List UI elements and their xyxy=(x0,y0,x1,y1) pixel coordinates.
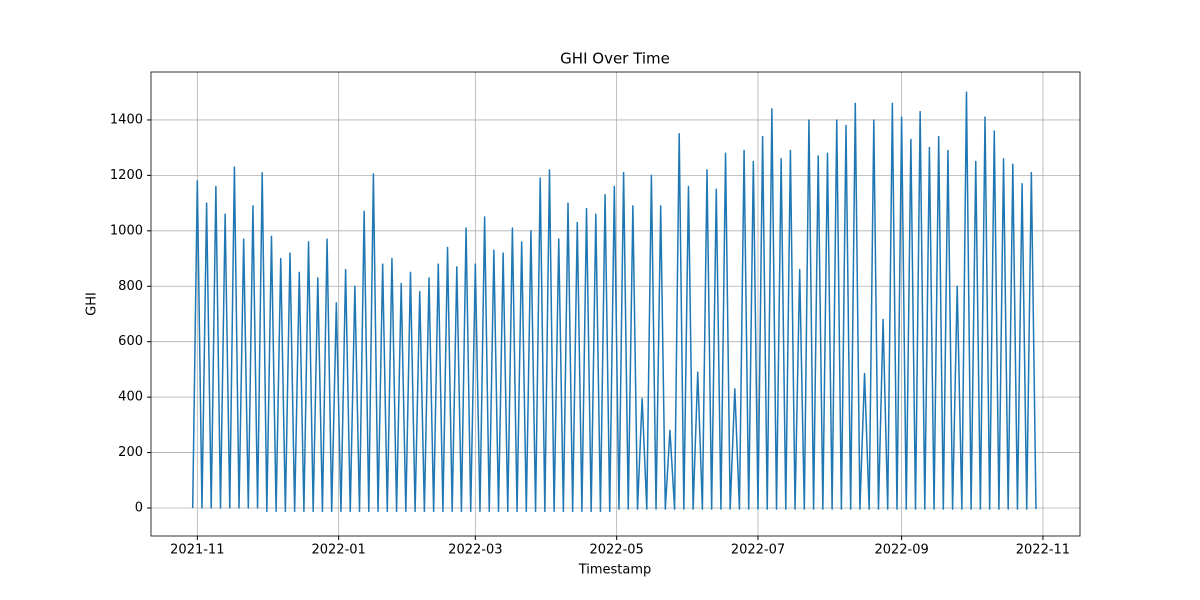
y-tick-label: 400 xyxy=(118,390,143,405)
x-tick-label: 2022-05 xyxy=(589,543,643,558)
y-tick-label: 1200 xyxy=(110,168,143,183)
x-tick-label: 2022-03 xyxy=(448,543,502,558)
x-tick-label: 2022-09 xyxy=(874,543,928,558)
x-tick-label: 2022-07 xyxy=(731,543,785,558)
chart-title: GHI Over Time xyxy=(560,50,670,68)
y-tick-label: 200 xyxy=(118,445,143,460)
y-tick-label: 600 xyxy=(118,334,143,349)
plot-frame xyxy=(150,71,1081,537)
data-line xyxy=(191,91,1037,513)
x-tick-label: 2021-11 xyxy=(170,543,224,558)
y-tick-label: 1000 xyxy=(110,223,143,238)
y-axis-label: GHI xyxy=(85,292,100,316)
x-tick-label: 2022-11 xyxy=(1016,543,1070,558)
y-tick-label: 0 xyxy=(135,501,143,516)
x-axis-label: Timestamp xyxy=(578,563,652,578)
y-tick-label: 1400 xyxy=(110,112,143,127)
y-tick-label: 800 xyxy=(118,279,143,294)
x-tick-label: 2022-01 xyxy=(311,543,365,558)
